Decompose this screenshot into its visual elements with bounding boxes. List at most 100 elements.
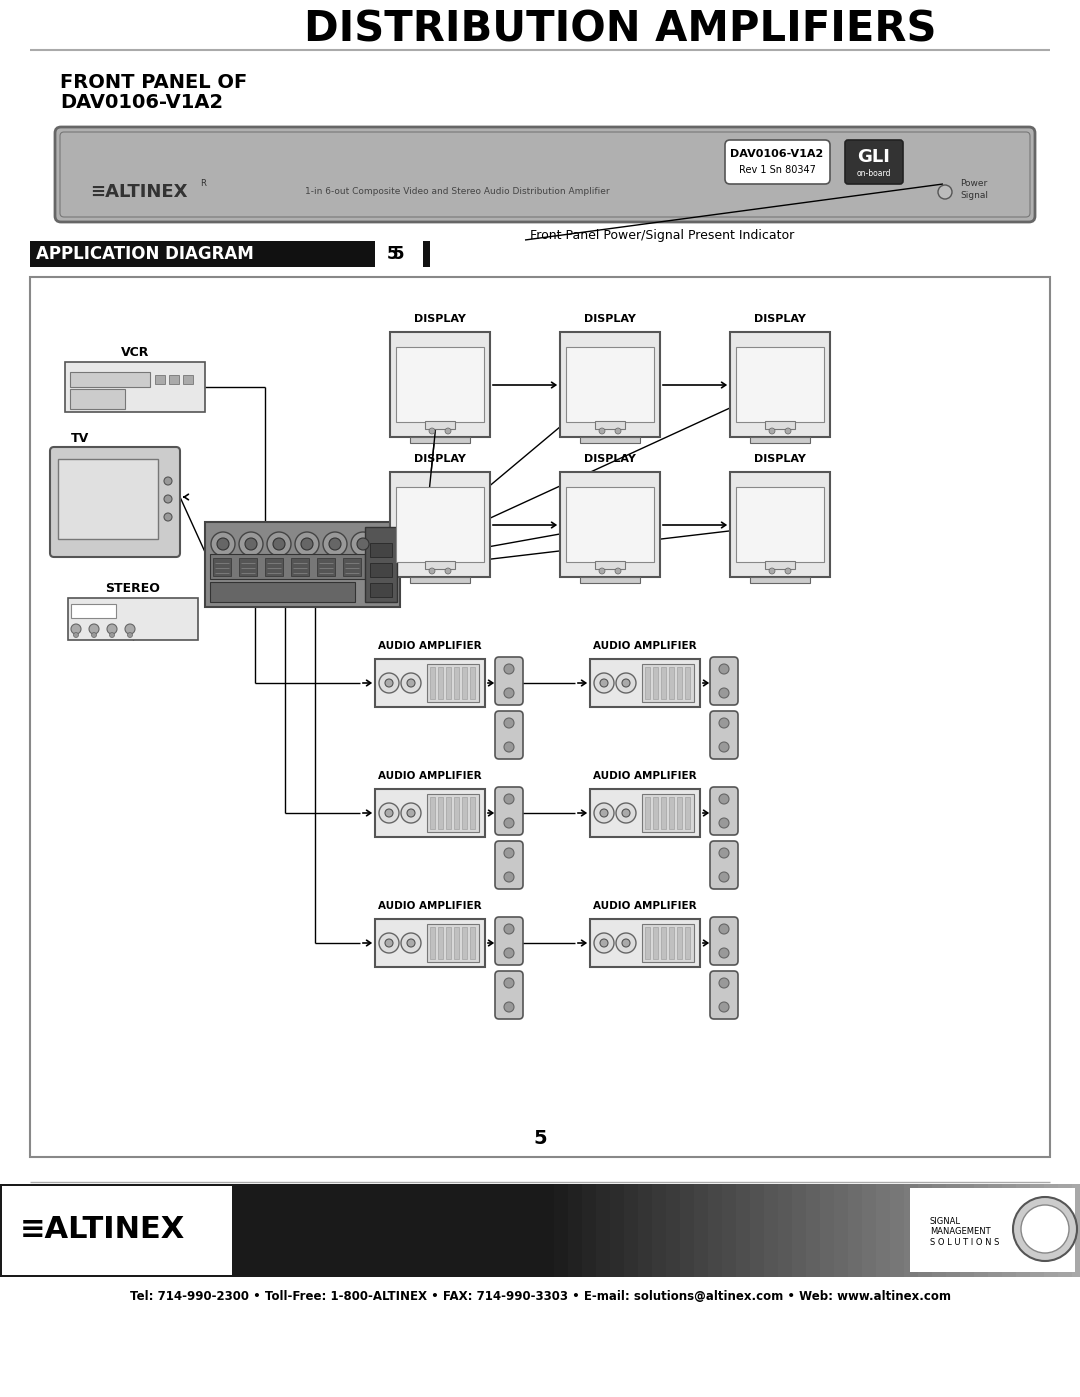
Bar [590,919,700,967]
Circle shape [71,624,81,634]
Circle shape [211,532,235,556]
Circle shape [384,679,393,687]
Bar [764,1185,779,1277]
Circle shape [594,673,615,693]
Bar [30,277,1050,1157]
Bar [661,666,666,698]
Circle shape [429,427,435,434]
FancyBboxPatch shape [495,711,523,759]
Bar [820,1185,835,1277]
Text: AUDIO AMPLIFIER: AUDIO AMPLIFIER [593,771,697,781]
Bar [454,666,459,698]
Circle shape [785,569,791,574]
Bar [778,1185,793,1277]
Text: DAV0106-V1A2: DAV0106-V1A2 [730,149,824,159]
Circle shape [719,687,729,698]
Bar [1016,1185,1031,1277]
Circle shape [600,939,608,947]
Circle shape [164,495,172,503]
Circle shape [719,978,729,988]
Bar [1072,1185,1080,1277]
Bar [708,1185,723,1277]
Bar [430,666,435,698]
Bar [390,472,490,577]
Bar [765,420,795,429]
Circle shape [164,513,172,521]
Bar [566,488,654,562]
Bar [426,562,455,569]
Bar [765,562,795,569]
Circle shape [379,933,399,953]
Text: APPLICATION DIAGRAM: APPLICATION DIAGRAM [36,244,254,263]
Circle shape [504,923,514,935]
Circle shape [323,532,347,556]
Text: AUDIO AMPLIFIER: AUDIO AMPLIFIER [593,901,697,911]
Bar [430,928,435,958]
Bar [669,798,674,828]
Bar [561,472,660,577]
FancyBboxPatch shape [55,127,1035,222]
Bar [642,664,694,703]
Circle shape [615,569,621,574]
Bar [735,488,824,562]
Bar [645,928,650,958]
Bar [213,557,231,576]
Bar [685,798,690,828]
Bar [0,1185,1080,1277]
Bar [205,522,400,608]
Bar [645,798,650,828]
FancyBboxPatch shape [495,787,523,835]
Bar [653,928,658,958]
Bar [642,793,694,833]
Bar [568,1185,583,1277]
Circle shape [599,427,605,434]
Circle shape [615,427,621,434]
Bar [370,563,392,577]
Text: AUDIO AMPLIFIER: AUDIO AMPLIFIER [593,641,697,651]
Bar [694,1185,708,1277]
Bar [470,666,475,698]
Circle shape [600,679,608,687]
Circle shape [89,624,99,634]
FancyBboxPatch shape [50,447,180,557]
Circle shape [504,872,514,882]
Bar [239,557,257,576]
Bar [370,543,392,557]
Bar [30,242,430,267]
Text: on-board: on-board [856,169,891,179]
Text: AUDIO AMPLIFIER: AUDIO AMPLIFIER [378,771,482,781]
Bar [430,798,435,828]
Bar [890,1185,905,1277]
Circle shape [719,819,729,828]
FancyBboxPatch shape [710,787,738,835]
Bar [960,1185,975,1277]
Circle shape [939,184,951,198]
FancyBboxPatch shape [710,841,738,888]
Circle shape [616,933,636,953]
FancyBboxPatch shape [495,657,523,705]
Circle shape [504,949,514,958]
Circle shape [719,1002,729,1011]
Bar [2,1186,232,1275]
Circle shape [719,923,729,935]
Circle shape [125,624,135,634]
Bar [375,919,485,967]
Bar [918,1185,933,1277]
Bar [291,557,309,576]
Bar [590,659,700,707]
Text: Signal: Signal [960,191,988,201]
FancyBboxPatch shape [710,916,738,965]
Bar [595,562,625,569]
Circle shape [351,532,375,556]
Text: 5: 5 [534,1130,546,1148]
Bar [730,472,831,577]
Bar [596,1185,611,1277]
FancyBboxPatch shape [495,916,523,965]
Bar [265,557,283,576]
Circle shape [594,803,615,823]
Bar [735,1185,751,1277]
Bar [730,332,831,437]
Bar [375,242,423,267]
Circle shape [600,809,608,817]
Bar [410,577,470,583]
